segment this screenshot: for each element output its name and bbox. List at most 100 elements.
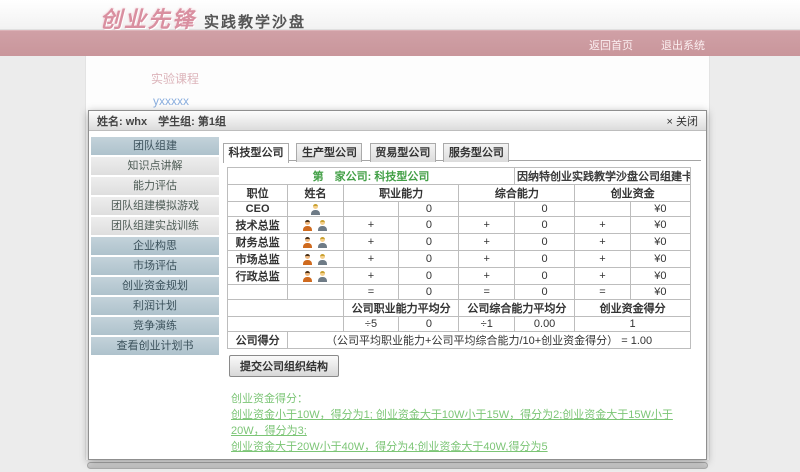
avatar-icon[interactable]: [317, 219, 328, 231]
prof-value-cell: 0: [398, 216, 460, 234]
fund-op-cell: +: [574, 267, 631, 285]
comp-value-cell: 0: [514, 233, 576, 251]
position-cell: 财务总监: [226, 233, 289, 251]
modal-titlebar: 姓名: whx 学生组: 第1组 × 关闭: [89, 111, 706, 131]
prof-value-cell: 0: [398, 201, 460, 217]
sidebar-item-practical-training[interactable]: 团队组建实战训练: [91, 217, 219, 235]
tab-tech-company[interactable]: 科技型公司: [223, 143, 289, 163]
avatar-icon[interactable]: [310, 203, 321, 215]
avatar-icon[interactable]: [317, 236, 328, 248]
comp-op-cell: [458, 201, 516, 217]
comp-op-cell: =: [458, 284, 516, 300]
tab-service-company[interactable]: 服务型公司: [443, 143, 510, 162]
company-score-label: 公司得分: [226, 331, 289, 349]
empty-cell: [227, 316, 344, 332]
prof-op-cell: =: [342, 284, 400, 300]
avatar-icon[interactable]: [302, 236, 313, 248]
table-row-admin-director: 行政总监 + 0 + 0 + ¥0: [226, 267, 692, 285]
company-score-formula: （公司平均职业能力+公司平均综合能力/10+创业资金得分） = 1.00: [287, 331, 691, 349]
notes-line-1: 创业资金小于10W，得分为1; 创业资金大于10W小于15W，得分为2;创业资金…: [231, 409, 673, 437]
name-cell: [287, 267, 344, 285]
company-setup-table: 第 家公司: 科技型公司 因纳特创业实践教学沙盘公司组建卡 职位 姓名 职业能力…: [226, 167, 692, 349]
fund-score-label: 创业资金得分: [574, 299, 691, 317]
student-info: 姓名: whx 学生组: 第1组: [97, 115, 226, 128]
sidebar-item-view-business-plan[interactable]: 查看创业计划书: [91, 337, 219, 355]
comp-op-cell: +: [458, 250, 516, 268]
company-type-tabs: 科技型公司 生产型公司 贸易型公司 服务型公司: [223, 142, 701, 163]
nav-home-link[interactable]: 返回首页: [589, 40, 633, 52]
col-name: 姓名: [287, 184, 344, 202]
fund-op-cell: +: [574, 250, 631, 268]
table-row-finance-director: 财务总监 + 0 + 0 + ¥0: [226, 233, 692, 251]
nav-exit-link[interactable]: 退出系统: [661, 40, 705, 52]
avatar-icon[interactable]: [317, 270, 328, 282]
submit-structure-button[interactable]: 提交公司组织结构: [229, 355, 339, 377]
prof-op-cell: [342, 201, 400, 217]
position-cell: 技术总监: [226, 216, 289, 234]
avg-comp-op: ÷1: [458, 316, 516, 332]
fund-op-cell: =: [574, 284, 631, 300]
fund-value-cell: ¥0: [629, 216, 692, 234]
sidebar-item-profit-plan[interactable]: 利润计划: [91, 297, 219, 315]
empty-cell: [227, 299, 344, 317]
card-title-left: 第 家公司: 科技型公司: [226, 167, 516, 185]
company-score-row: 公司得分 （公司平均职业能力+公司平均综合能力/10+创业资金得分） = 1.0…: [226, 331, 691, 349]
avatar-icon[interactable]: [302, 253, 313, 265]
course-link[interactable]: yxxxxx: [153, 94, 189, 108]
comp-value-cell: 0: [514, 201, 576, 217]
tab-trade-company[interactable]: 贸易型公司: [369, 143, 436, 162]
position-cell: 行政总监: [226, 267, 289, 285]
section-label: 实验课程: [151, 72, 200, 86]
top-nav-bar: 返回首页 退出系统: [0, 30, 800, 56]
name-cell: [287, 250, 344, 268]
card-title-right: 因纳特创业实践教学沙盘公司组建卡: [514, 167, 691, 185]
avatar-icon[interactable]: [317, 253, 328, 265]
sidebar-item-team-building[interactable]: 团队组建: [91, 137, 219, 155]
table-row-total: = 0 = 0 = ¥0: [226, 284, 692, 300]
prof-op-cell: +: [342, 250, 400, 268]
notes-line-2: 创业资金大于20W小于40W，得分为4;创业资金大于40W,得分为5: [231, 441, 548, 453]
close-button[interactable]: × 关闭: [666, 115, 698, 128]
fund-op-cell: +: [574, 233, 631, 251]
col-comprehensive-ability: 综合能力: [458, 184, 576, 202]
horizontal-scrollbar[interactable]: [87, 462, 708, 469]
average-value-row: ÷5 0 ÷1 0.00 1: [227, 316, 691, 332]
fund-score-value: 1: [574, 316, 691, 332]
sidebar-item-simulation-game[interactable]: 团队组建模拟游戏: [91, 197, 219, 215]
avatar-icon[interactable]: [302, 270, 313, 282]
avatar-icon[interactable]: [302, 219, 313, 231]
sidebar-item-ability-evaluation[interactable]: 能力评估: [91, 177, 219, 195]
col-position: 职位: [226, 184, 289, 202]
card-title-row: 第 家公司: 科技型公司 因纳特创业实践教学沙盘公司组建卡: [226, 167, 691, 185]
prof-op-cell: +: [342, 216, 400, 234]
prof-value-cell: 0: [398, 250, 460, 268]
fund-op-cell: [574, 201, 631, 217]
fund-value-cell: ¥0: [629, 284, 692, 300]
name-cell: [287, 216, 344, 234]
col-professional-ability: 职业能力: [342, 184, 460, 202]
tab-production-company[interactable]: 生产型公司: [296, 143, 363, 162]
comp-value-cell: 0: [514, 267, 576, 285]
modal-content: 科技型公司 生产型公司 贸易型公司 服务型公司 第 家公司: 科技型公司 因纳特…: [223, 137, 701, 457]
top-header: 创业先锋 实践教学沙盘: [0, 0, 800, 32]
table-row-market-director: 市场总监 + 0 + 0 + ¥0: [226, 250, 692, 268]
comp-value-cell: 0: [514, 250, 576, 268]
sidebar-item-competition-drill[interactable]: 竞争演练: [91, 317, 219, 335]
card-header-row: 职位 姓名 职业能力 综合能力 创业资金: [226, 184, 691, 202]
avg-prof-op: ÷5: [342, 316, 400, 332]
position-cell: 市场总监: [226, 250, 289, 268]
comp-op-cell: +: [458, 233, 516, 251]
fund-value-cell: ¥0: [629, 250, 692, 268]
name-cell: [287, 233, 344, 251]
brand-logo: 创业先锋: [100, 7, 197, 32]
fund-value-cell: ¥0: [629, 267, 692, 285]
sidebar-item-business-idea[interactable]: 企业构思: [91, 237, 219, 255]
sidebar-item-market-evaluation[interactable]: 市场评估: [91, 257, 219, 275]
avg-prof-label: 公司职业能力平均分: [342, 299, 460, 317]
comp-value-cell: 0: [514, 284, 576, 300]
comp-op-cell: +: [458, 216, 516, 234]
sidebar-item-knowledge[interactable]: 知识点讲解: [91, 157, 219, 175]
sidebar-item-fund-planning[interactable]: 创业资金规划: [91, 277, 219, 295]
prof-value-cell: 0: [398, 284, 460, 300]
